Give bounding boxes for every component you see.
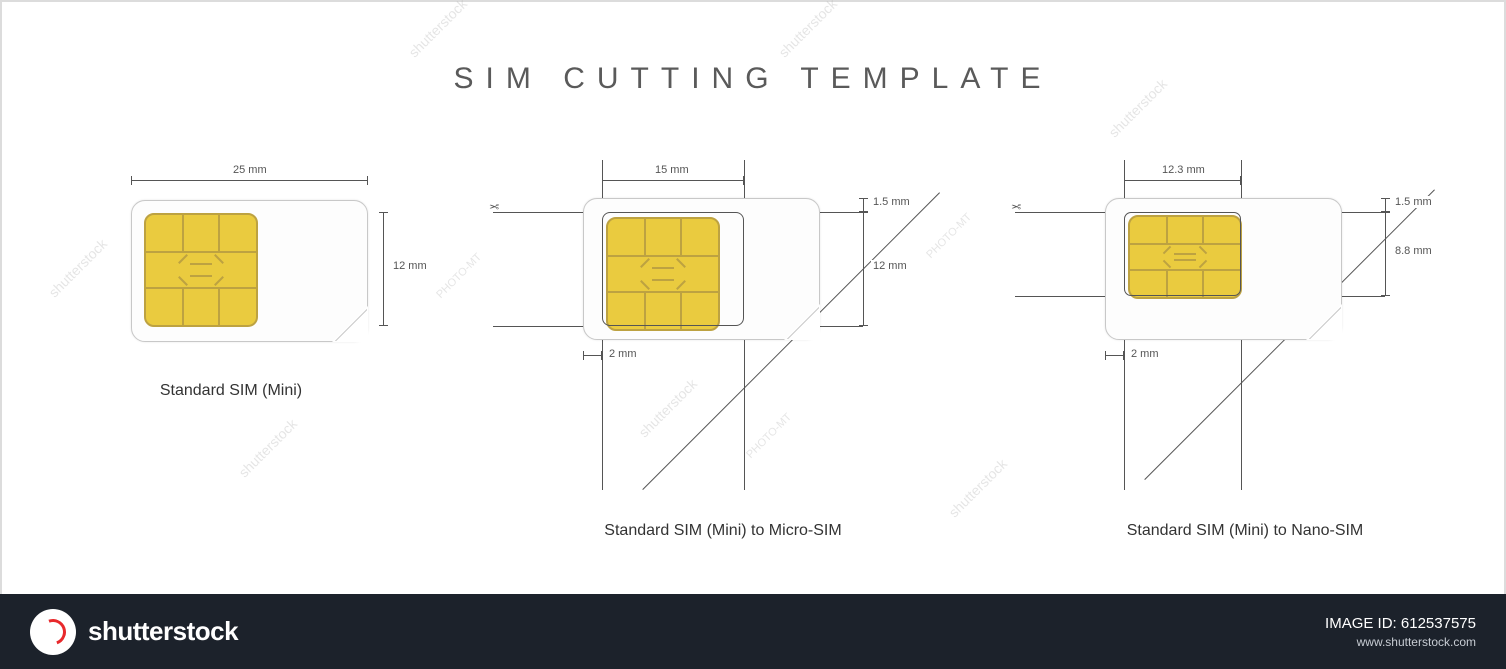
label-height-micro: 12 mm	[871, 260, 909, 272]
panel-micro: ✂ 15 mm 1.5	[493, 140, 953, 520]
footer-meta: IMAGE ID: 612537575 www.shutterstock.com	[1325, 613, 1476, 651]
measure-gap-left-nano	[1105, 355, 1124, 356]
measure-width-standard	[131, 180, 368, 181]
measure-height-standard	[383, 212, 384, 326]
label-gap-left-micro: 2 mm	[607, 348, 639, 360]
sim-card-standard	[131, 200, 368, 342]
label-gap-top-micro: 1.5 mm	[871, 196, 912, 208]
sim-chip-standard	[144, 213, 258, 327]
measure-gap-top-nano	[1385, 198, 1386, 212]
scissors-icon: ✂	[489, 200, 499, 214]
footer-url: www.shutterstock.com	[1325, 634, 1476, 651]
label-width-micro: 15 mm	[653, 164, 691, 176]
brand-logo-icon	[30, 609, 76, 655]
footer-bar: shutterstock IMAGE ID: 612537575 www.shu…	[0, 594, 1506, 669]
brand-name: shutterstock	[88, 616, 238, 647]
cut-target-micro	[602, 212, 744, 326]
brand: shutterstock	[30, 609, 238, 655]
measure-width-nano	[1124, 180, 1241, 181]
measure-gap-top-micro	[863, 198, 864, 212]
caption-standard: Standard SIM (Mini)	[160, 382, 302, 400]
image-id-label: IMAGE ID:	[1325, 615, 1397, 632]
cut-target-nano	[1124, 212, 1241, 296]
label-height-nano: 8.8 mm	[1393, 245, 1434, 257]
image-id: 612537575	[1401, 615, 1476, 632]
label-gap-left-nano: 2 mm	[1129, 348, 1161, 360]
measure-gap-left-micro	[583, 355, 602, 356]
panel-standard: 25 mm 12 mm Standard SIM	[31, 140, 431, 520]
label-width-standard: 25 mm	[231, 164, 269, 176]
measure-height-nano	[1385, 212, 1386, 296]
diagram-row: 25 mm 12 mm Standard SIM	[0, 140, 1506, 520]
measure-width-micro	[602, 180, 744, 181]
scissors-icon: ✂	[1011, 200, 1021, 214]
label-gap-top-nano: 1.5 mm	[1393, 196, 1434, 208]
measure-height-micro	[863, 212, 864, 326]
panel-nano: ✂ 12.3 mm 1.5 mm 8.8 m	[1015, 140, 1475, 520]
caption-nano: Standard SIM (Mini) to Nano-SIM	[1127, 522, 1364, 540]
label-width-nano: 12.3 mm	[1160, 164, 1207, 176]
page-title: SIM CUTTING TEMPLATE	[454, 62, 1053, 96]
caption-micro: Standard SIM (Mini) to Micro-SIM	[604, 522, 841, 540]
label-height-standard: 12 mm	[391, 260, 429, 272]
